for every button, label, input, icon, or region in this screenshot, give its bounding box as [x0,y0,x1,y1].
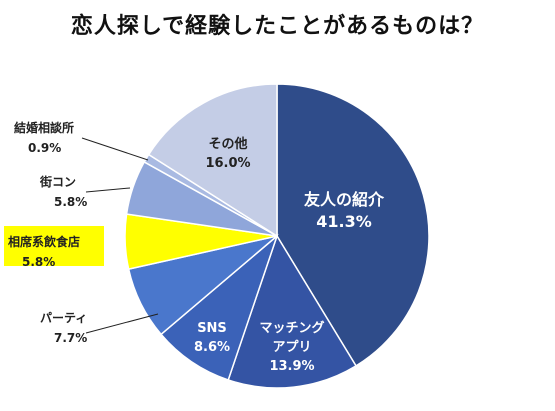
chart-title: 恋人探しで経験したことがあるものは？ [70,14,485,39]
slice-label-1: マッチングアプリ 13.9% [259,320,324,374]
leader-line-5 [85,187,131,193]
slice-label-7: その他 16.0% [205,136,250,171]
slice-label-2: SNS 8.6% [194,321,230,355]
leader-line-3 [85,313,159,334]
slice-label-3: パーティ 7.7% [40,311,87,345]
highlight-box [4,226,104,266]
slice-label-4: 相席系飲食店 5.8% [8,234,80,269]
slice-label-0: 友人の紹介 41.3% [304,190,385,231]
slice-label-6: 結婚相談所 0.9% [14,120,74,155]
pie-slice-0 [276,83,430,367]
slice-label-5: 街コン 5.8% [39,174,87,209]
pie-slice-7 [147,83,278,238]
pie-slice-1 [227,234,358,389]
leader-line-6 [81,137,149,161]
